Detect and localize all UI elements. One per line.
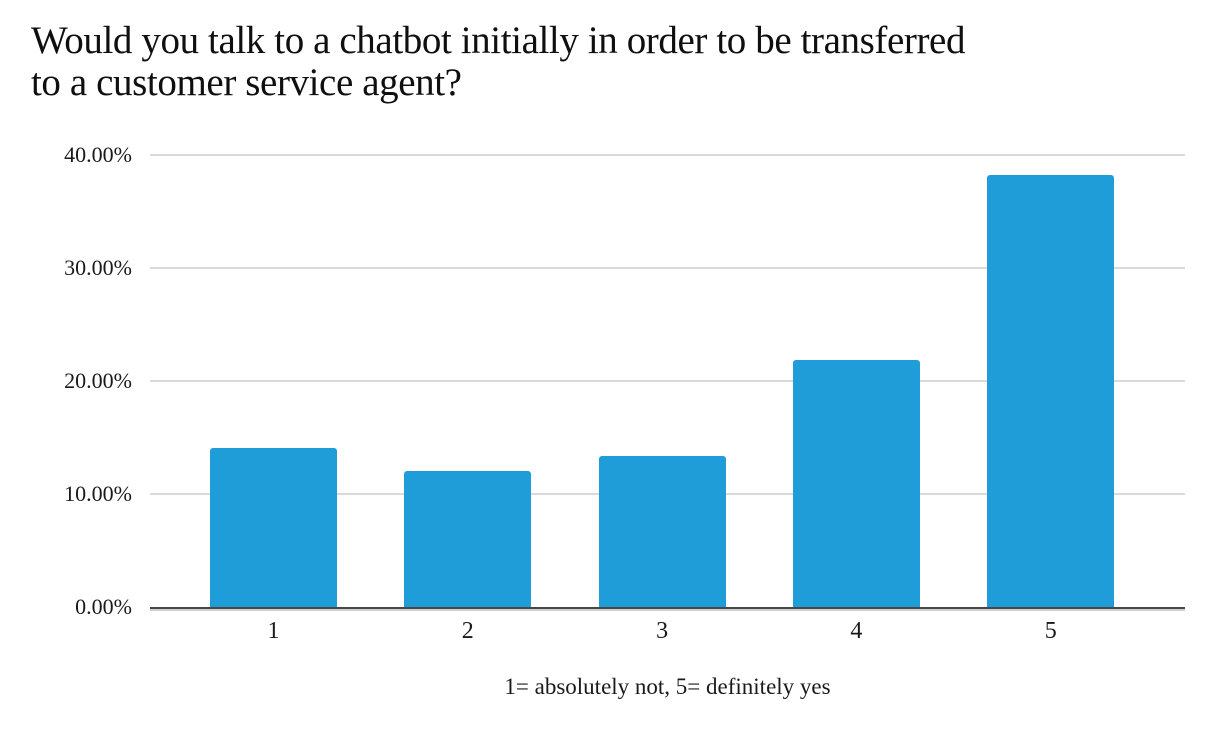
gridline-30 [150, 267, 1185, 269]
x-axis-line [150, 607, 1185, 609]
y-axis-labels: 40.00% 30.00% 20.00% 10.00% 0.00% [0, 142, 132, 619]
y-tick-label: 40.00% [64, 142, 132, 167]
axis-caption: 1= absolutely not, 5= definitely yes [504, 674, 831, 699]
bar-5 [987, 175, 1115, 607]
gridline-20 [150, 380, 1185, 382]
bar-2 [404, 471, 532, 607]
chart-title: Would you talk to a chatbot initially in… [31, 19, 1191, 105]
plot-area [150, 154, 1185, 609]
bar-3 [598, 455, 726, 607]
chart-title-line-1: Would you talk to a chatbot initially in… [31, 19, 966, 62]
bar-4 [792, 359, 920, 607]
y-tick-label: 0.00% [75, 594, 132, 619]
chart-title-line-2: to a customer service agent? [31, 61, 462, 105]
x-axis-labels: 1 2 3 4 5 [150, 618, 1185, 654]
y-tick-label: 10.00% [64, 481, 132, 506]
bar-1 [210, 447, 337, 607]
x-tick-label-5: 5 [1044, 618, 1057, 644]
y-tick-label: 30.00% [64, 255, 132, 280]
x-tick-label-1: 1 [267, 618, 280, 644]
y-tick-label: 20.00% [64, 368, 132, 393]
x-tick-label-2: 2 [461, 618, 474, 644]
x-tick-label-3: 3 [656, 618, 669, 644]
x-tick-label-4: 4 [850, 618, 863, 644]
gridline-40 [150, 154, 1185, 156]
